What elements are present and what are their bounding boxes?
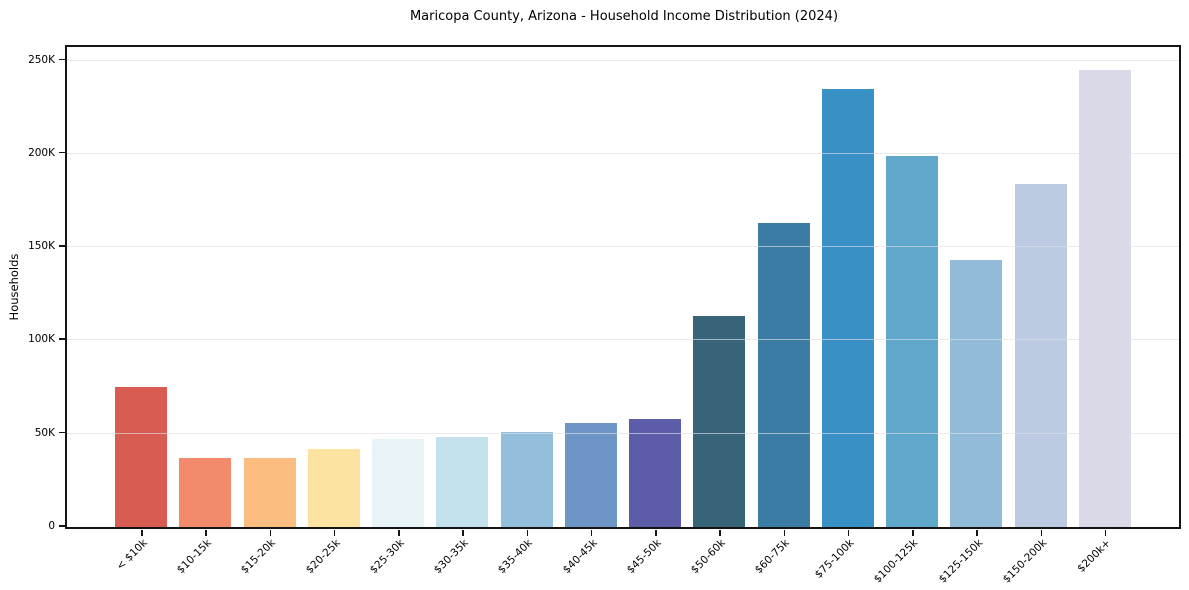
chart-title: Maricopa County, Arizona - Household Inc…: [409, 9, 839, 24]
x-tick-mark: [590, 530, 593, 536]
y-axis-label: Households: [7, 253, 21, 321]
plot-area: < $10k $10-15k $15-20k $20-25k $25-30k $30-35…: [28, 45, 1181, 586]
y-tick-label: 50K: [34, 426, 55, 439]
x-tick-mark: [912, 530, 914, 536]
y-tick-label: 0: [48, 520, 55, 532]
bar-slot: $40-45k: [559, 47, 623, 576]
x-tick-label: $125-150k: [936, 537, 985, 586]
bar: [500, 431, 553, 527]
bar: [1014, 183, 1067, 527]
x-tick-mark: [398, 530, 400, 536]
bar: [821, 88, 874, 527]
bar-slot: $125-150k: [936, 47, 1008, 586]
bar-slot: $35-40k: [495, 47, 559, 576]
bar-slot: < $10k: [109, 47, 173, 573]
bar: [307, 448, 360, 527]
x-tick-label: $25-30k: [367, 537, 407, 577]
y-tick-label: 250K: [28, 53, 55, 66]
bar: [372, 439, 425, 527]
bar: [950, 260, 1003, 527]
gridline: 150K: [28, 240, 1179, 252]
x-tick-label: $150-200k: [1000, 537, 1050, 586]
bar: [886, 155, 939, 527]
bar: [629, 418, 682, 527]
x-tick-label: $15-20k: [239, 537, 279, 577]
bar-slot: $20-25k: [302, 47, 366, 576]
bar-slot: $75-100k: [813, 47, 880, 581]
gridline: 50K: [35, 427, 1179, 439]
x-tick-label: $20-25k: [303, 537, 343, 577]
x-tick-label: $75-100k: [812, 537, 857, 581]
bar: [757, 222, 810, 527]
x-tick-mark: [719, 530, 721, 536]
y-tick-label: 200K: [28, 146, 55, 159]
bar-slot: $150-200k: [1001, 47, 1073, 586]
bar: [1078, 69, 1131, 527]
x-tick-mark: [269, 530, 272, 536]
bar: [436, 437, 489, 527]
x-tick-mark: [333, 530, 336, 536]
x-tick-label: $45-50k: [624, 537, 664, 577]
bar-slot: $50-60k: [687, 47, 751, 576]
bar-slot: $60-75k: [752, 47, 816, 576]
x-tick-label: $200k+: [1075, 537, 1114, 575]
x-tick-label: $35-40k: [496, 537, 536, 577]
y-tick-label: 150K: [28, 240, 55, 253]
y-tick-label: 100K: [28, 333, 55, 346]
bar: [115, 387, 168, 527]
gridline: 200K: [28, 147, 1179, 159]
bar-slot: $10-15k: [173, 47, 237, 576]
x-tick-label: $10-15k: [174, 537, 214, 577]
bar: [179, 457, 232, 527]
bar: [693, 316, 746, 527]
bar-slot: $15-20k: [238, 47, 302, 576]
x-tick-mark: [1040, 530, 1043, 536]
x-tick-mark: [976, 530, 978, 536]
bar: [243, 457, 296, 527]
x-tick-mark: [462, 530, 464, 536]
bar-slot: $25-30k: [366, 47, 430, 576]
bar-slots: < $10k $10-15k $15-20k $20-25k $25-30k $30-35…: [67, 47, 1179, 586]
y-tick-mark: [59, 338, 65, 341]
bar-slot: $200k+: [1073, 47, 1137, 575]
gridline: 100K: [28, 333, 1179, 345]
bar: [564, 422, 617, 527]
x-tick-mark: [526, 530, 529, 536]
y-tick-mark: [59, 245, 65, 247]
bar-slot: $100-125k: [872, 47, 944, 586]
x-tick-mark: [205, 530, 207, 536]
x-tick-label: $100-125k: [872, 537, 921, 586]
x-tick-label: $40-45k: [560, 537, 600, 577]
x-tick-label: $30-35k: [431, 537, 471, 577]
x-tick-mark: [783, 530, 786, 536]
x-tick-label: $50-60k: [688, 537, 728, 577]
x-tick-label: < $10k: [114, 537, 150, 573]
x-tick-label: $60-75k: [753, 537, 793, 577]
y-tick-mark: [59, 58, 65, 61]
y-tick-mark: [59, 431, 65, 434]
x-tick-mark: [655, 530, 657, 536]
gridline: 0: [48, 520, 1179, 532]
x-tick-mark: [847, 530, 850, 536]
bar-slot: $45-50k: [623, 47, 687, 576]
x-tick-mark: [1104, 530, 1107, 536]
gridline: 250K: [28, 54, 1179, 66]
y-tick-mark: [59, 525, 65, 527]
x-tick-mark: [141, 530, 143, 536]
bar-slot: $30-35k: [430, 47, 494, 576]
y-tick-mark: [59, 151, 65, 154]
